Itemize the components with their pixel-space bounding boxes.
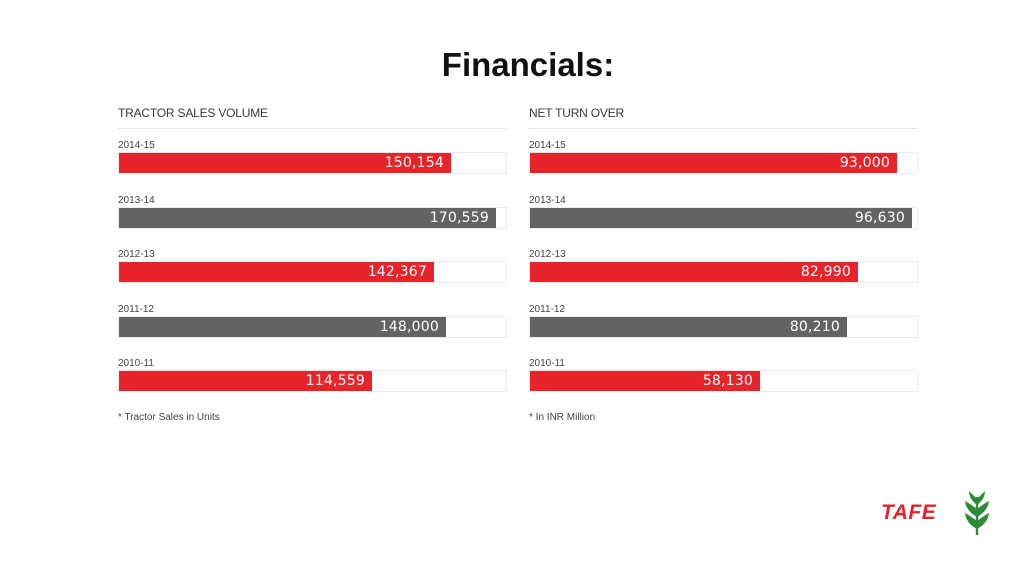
bar: 82,990	[530, 262, 858, 282]
category-label: 2014-15	[118, 140, 155, 151]
bar-row: 2012-13 142,367	[118, 248, 507, 303]
value-label: 142,367	[367, 264, 427, 280]
tafe-logo: TAFE	[881, 491, 991, 537]
chart-footnote: * Tractor Sales in Units	[118, 411, 220, 423]
bar-row: 2010-11 58,130	[529, 357, 918, 412]
bar-track: 150,154	[118, 152, 507, 174]
bar-track: 114,559	[118, 370, 507, 392]
leaf-icon	[965, 491, 989, 535]
category-label: 2012-13	[529, 249, 566, 260]
value-label: 82,990	[800, 264, 851, 280]
page-title: Financials:	[441, 46, 615, 83]
category-label: 2011-12	[529, 303, 565, 315]
category-label: 2010-11	[118, 358, 154, 369]
bar: 58,130	[530, 371, 760, 391]
bar-track: 142,367	[118, 261, 507, 283]
bar-track: 93,000	[529, 152, 918, 174]
bar: 96,630	[530, 207, 912, 228]
value-label: 114,559	[305, 373, 365, 389]
bar-rows: 2014-15 150,154 2013-14 170,559 2012-13 142,3…	[118, 139, 507, 412]
category-label: 2013-14	[118, 194, 155, 206]
bar-track: 58,130	[529, 370, 918, 392]
bar: 170,559	[119, 207, 496, 228]
chart-divider	[529, 128, 918, 129]
tractor-sales-chart: TRACTOR SALES VOLUME 2014-15 150,154 2013-…	[118, 104, 507, 423]
bar-row: 2010-11 114,559	[118, 357, 507, 412]
value-label: 58,130	[702, 373, 753, 389]
bar-track: 82,990	[529, 261, 918, 283]
chart-title: NET TURN OVER	[529, 106, 624, 120]
net-turnover-chart: NET TURN OVER 2014-15 93,000 2013-14 96,630…	[529, 104, 918, 423]
bar: 150,154	[119, 153, 451, 173]
value-label: 96,630	[854, 209, 905, 226]
category-label: 2012-13	[118, 249, 155, 260]
value-label: 150,154	[384, 155, 444, 171]
value-label: 80,210	[789, 318, 840, 335]
chart-title: TRACTOR SALES VOLUME	[118, 106, 268, 120]
bar-track: 148,000	[118, 315, 507, 338]
category-label: 2013-14	[529, 194, 566, 206]
bar-row: 2011-12 148,000	[118, 303, 507, 358]
category-label: 2010-11	[529, 358, 565, 369]
bar-row: 2012-13 82,990	[529, 248, 918, 303]
bar-track: 80,210	[529, 315, 918, 338]
bar-row: 2014-15 93,000	[529, 139, 918, 194]
bar: 142,367	[119, 262, 434, 282]
bar: 93,000	[530, 153, 897, 173]
value-label: 170,559	[429, 209, 489, 226]
logo-text: TAFE	[881, 501, 937, 524]
bar-row: 2014-15 150,154	[118, 139, 507, 194]
chart-divider	[118, 128, 507, 129]
value-label: 93,000	[839, 155, 890, 171]
bar-rows: 2014-15 93,000 2013-14 96,630 2012-13 82,990 2…	[529, 139, 918, 412]
bar: 80,210	[530, 316, 847, 337]
bar: 114,559	[119, 371, 372, 391]
bar-row: 2011-12 80,210	[529, 303, 918, 358]
bar-row: 2013-14 170,559	[118, 194, 507, 249]
bar: 148,000	[119, 316, 446, 337]
bar-track: 170,559	[118, 206, 507, 229]
value-label: 148,000	[379, 318, 439, 335]
chart-footnote: * In INR Million	[529, 411, 596, 423]
bar-track: 96,630	[529, 206, 918, 229]
bar-row: 2013-14 96,630	[529, 194, 918, 249]
category-label: 2011-12	[118, 303, 154, 315]
category-label: 2014-15	[529, 140, 566, 151]
